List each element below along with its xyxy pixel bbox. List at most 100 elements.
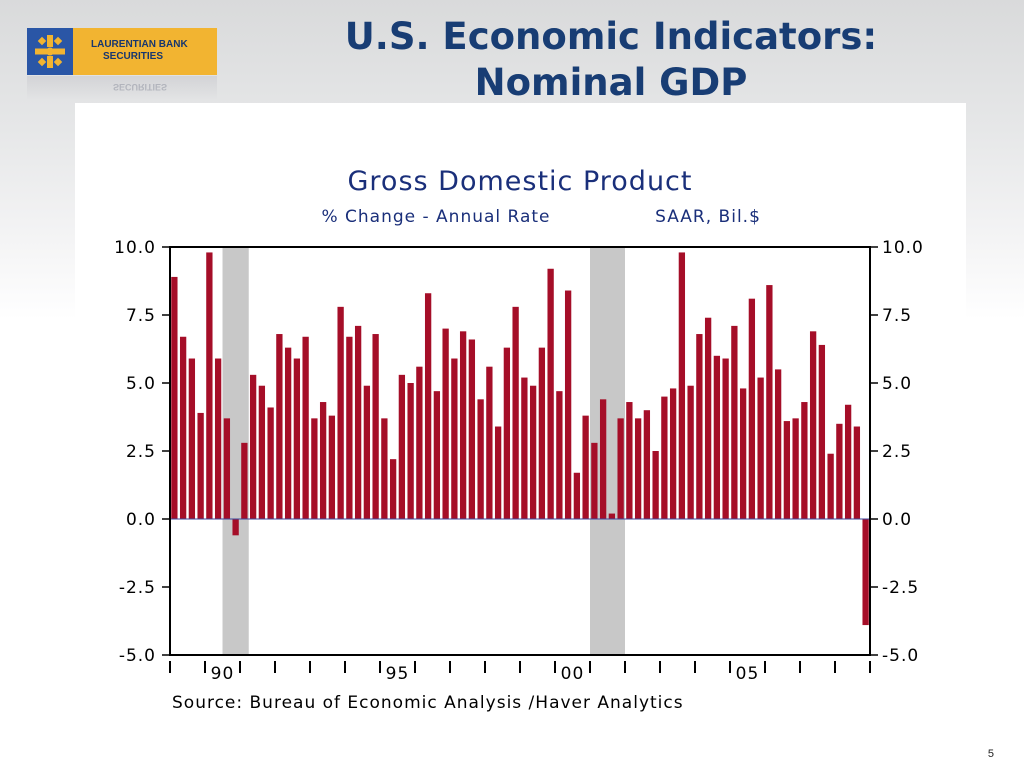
gdp-bar (652, 451, 659, 519)
y-tick-label-left: 2.5 (126, 442, 156, 462)
chart-source: Source: Bureau of Economic Analysis /Hav… (172, 693, 684, 713)
gdp-bar (801, 402, 808, 519)
gdp-bar (862, 519, 869, 626)
gdp-bar (188, 358, 196, 519)
gdp-bar (433, 391, 441, 519)
gdp-bar (407, 383, 414, 519)
y-tick-label-left: -5.0 (119, 646, 156, 666)
gdp-bar (214, 358, 222, 519)
page-number: 5 (987, 748, 994, 760)
gdp-bar (739, 388, 747, 519)
y-tick-label-left: 7.5 (126, 306, 156, 326)
gdp-bar (792, 418, 799, 519)
logo-line-2: SECURITIES (103, 51, 164, 62)
gdp-bar (731, 325, 738, 519)
gdp-bar (293, 358, 301, 519)
gdp-bar (442, 328, 449, 519)
gdp-bar (547, 268, 554, 519)
gdp-bar (328, 415, 336, 519)
gdp-bar (748, 298, 756, 519)
gdp-bar (766, 285, 773, 519)
gdp-bar (521, 377, 528, 519)
x-tick-label: 00 (561, 664, 585, 684)
y-tick-label-right: 10.0 (882, 238, 924, 258)
y-tick-label-left: 5.0 (126, 374, 156, 394)
x-tick-label: 05 (736, 664, 760, 684)
gdp-bar (424, 293, 432, 519)
x-tick-label: 90 (211, 664, 235, 684)
gdp-bar (451, 358, 458, 519)
y-tick-label-left: -2.5 (119, 578, 156, 598)
y-tick-label-left: 0.0 (126, 510, 156, 530)
gdp-bar (337, 306, 344, 519)
gdp-bar (241, 442, 248, 519)
gdp-bar (599, 399, 607, 519)
gdp-bar (722, 358, 729, 519)
y-tick-label-right: 2.5 (882, 442, 912, 462)
gdp-bar (634, 418, 642, 519)
gdp-bar (459, 331, 467, 519)
gdp-bar (249, 374, 257, 519)
gdp-bar (179, 336, 187, 519)
gdp-bar (416, 366, 423, 519)
gdp-bar (836, 423, 843, 519)
slide-title: U.S. Economic Indicators: Nominal GDP (296, 14, 926, 106)
gdp-bar (582, 415, 589, 519)
x-tick-label: 95 (386, 664, 410, 684)
logo-reflection: SECURITIES (27, 76, 217, 100)
y-tick-label-right: -2.5 (882, 578, 919, 598)
chart-subtitle-right: SAAR, Bil.$ (655, 207, 761, 227)
y-tick-label-left: 10.0 (114, 238, 156, 258)
gdp-bar (757, 377, 764, 519)
gdp-bar (591, 442, 598, 519)
gdp-bar (564, 290, 572, 519)
gdp-bar (477, 399, 484, 519)
gdp-bar (678, 252, 686, 519)
gdp-bar (713, 355, 721, 519)
gdp-bar (538, 347, 546, 519)
gdp-bar (573, 472, 581, 519)
gdp-bar (223, 418, 231, 519)
y-tick-label-right: 5.0 (882, 374, 912, 394)
gdp-bar (258, 385, 266, 519)
logo-wordmark: LAURENTIAN BANK SECURITIES (91, 39, 215, 63)
gdp-bar (372, 334, 379, 519)
gdp-bar (486, 366, 493, 519)
slide-title-line-1: U.S. Economic Indicators: (344, 15, 878, 58)
gdp-bar (389, 459, 397, 519)
gdp-bar (197, 412, 204, 519)
gdp-bar (704, 317, 712, 519)
plot-frame (169, 246, 871, 656)
gdp-bar (276, 334, 283, 519)
logo-line-1: LAURENTIAN BANK (91, 39, 188, 50)
gdp-bar (529, 385, 537, 519)
gdp-bar (267, 407, 274, 519)
gdp-bar (354, 325, 362, 519)
logo-emblem-icon (27, 28, 73, 75)
slide-title-line-2: Nominal GDP (474, 61, 748, 104)
gdp-bar (853, 426, 861, 519)
y-tick-label-right: 0.0 (882, 510, 912, 530)
gdp-bar (783, 421, 791, 519)
gdp-bar (319, 402, 327, 519)
gdp-bar (311, 418, 318, 519)
gdp-bar (844, 404, 852, 519)
gdp-bar (626, 402, 633, 519)
gdp-bar (171, 276, 178, 519)
gdp-bar (381, 418, 388, 519)
gdp-bar (643, 410, 651, 519)
gdp-bar (696, 334, 703, 519)
gdp-bar (232, 519, 239, 536)
chart-title: Gross Domestic Product (348, 166, 693, 197)
gdp-bar (503, 347, 511, 519)
gdp-bar (398, 374, 406, 519)
gdp-bar (363, 385, 371, 519)
gdp-bar (669, 388, 677, 519)
gdp-bar (608, 513, 616, 519)
gdp-bar (687, 385, 694, 519)
laurentian-bank-logo: LAURENTIAN BANK SECURITIES (27, 28, 217, 75)
gdp-bar (809, 331, 817, 519)
gdp-bar (206, 252, 213, 519)
chart-subtitle-left: % Change - Annual Rate (321, 207, 550, 227)
